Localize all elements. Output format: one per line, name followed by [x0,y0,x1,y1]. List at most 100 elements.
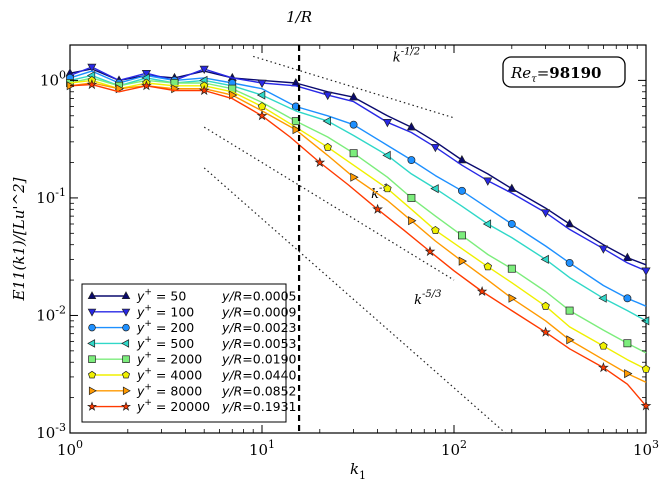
point-20000-7 [256,110,268,121]
legend-marker-end [122,323,130,332]
legend-row-4000: y+ = 4000 y/R=0.0440 [87,367,297,383]
legend-yR-50: y/R=0.0005 [221,289,297,304]
point-20000-21 [640,400,652,411]
series-line-8000 [69,82,647,383]
point-200-10 [349,120,358,129]
point-8000-8 [292,125,301,135]
re-tau-box: Reτ=98190 [502,56,626,88]
legend-yR-200: y/R=0.0023 [221,320,297,335]
point-50-16 [507,183,517,192]
point-20000-1 [86,79,98,90]
legend-yR-8000: y/R=0.0852 [221,383,297,398]
spectra-series [65,63,652,411]
legend-yplus-4000: y+ = 4000 [136,367,202,383]
legend-marker-start [88,323,96,332]
series-line-100 [69,66,647,272]
legend-marker-end [121,370,131,379]
legend-marker-start [88,355,96,363]
x-tick-label-2: 102 [441,438,467,459]
slope-line-2 [203,167,506,434]
point-500-19 [598,293,607,303]
point-20000-5 [198,84,210,96]
point-500-17 [540,254,549,264]
slope-line-0 [253,55,455,119]
legend-yplus-8000: y+ = 8000 [136,382,202,398]
x-tick-label-3: 103 [633,438,659,459]
legend-yplus-200: y+ = 200 [136,319,194,335]
point-500-15 [482,219,492,229]
y-tick-label-1: 10-2 [36,303,66,324]
point-200-14 [457,186,466,195]
y-axis-label: E11(k1)/[Lu'^2] [10,177,28,301]
series-line-20000 [69,83,647,407]
legend-row-8000: y+ = 8000 y/R=0.0852 [88,382,297,398]
point-100-13 [430,143,440,153]
point-2000-10 [349,149,358,158]
legend-yR-20000: y/R=0.1931 [221,399,297,414]
point-100-17 [541,209,551,218]
point-2000-20 [623,339,632,348]
legend-row-2000: y+ = 2000 y/R=0.0190 [88,351,297,367]
y-tick-label-3: 100 [40,68,66,89]
point-20000-19 [598,362,609,373]
point-100-11 [382,119,392,128]
point-8000-10 [350,172,359,182]
legend-row-50: y+ = 50 y/R=0.0005 [87,288,297,304]
slope-label-0: k-1/2 [393,46,420,65]
one-over-r-line: 1/R [286,8,312,433]
series-500 [69,71,650,326]
point-50-18 [565,218,575,228]
point-8000-14 [458,256,468,266]
series-8000 [66,81,647,383]
legend-yplus-50: y+ = 50 [136,288,186,304]
point-8000-18 [566,335,575,345]
series-line-2000 [69,77,647,354]
point-100-7 [257,79,267,89]
point-100-19 [598,245,608,254]
series-100 [69,63,651,276]
legend-yplus-20000: y+ = 20000 [136,398,210,414]
point-50-12 [406,122,416,131]
point-8000-2 [115,84,125,94]
point-4000-13 [431,225,440,234]
point-4000-19 [599,341,608,350]
legend-frame [81,283,287,423]
point-2000-14 [457,231,466,240]
point-4000-11 [383,184,392,193]
point-4000-7 [257,102,267,111]
point-8000-20 [624,369,633,379]
legend-marker-start [87,308,97,317]
legend-marker-start [86,401,98,411]
re-tau-label: Reτ=98190 [510,64,601,85]
point-100-21 [641,267,651,276]
point-500-11 [382,150,391,160]
point-4000-15 [483,262,493,271]
y-tick-label-2: 10-1 [36,186,66,207]
legend-marker-end [120,401,132,411]
point-20000-15 [476,285,488,296]
legend-yR-100: y/R=0.0009 [221,304,297,319]
series-line-50 [69,68,647,266]
x-tick-label-1: 101 [249,438,275,459]
point-2000-18 [565,306,574,315]
re-tau-frame [502,56,626,88]
legend-marker-end [121,291,131,300]
plot-frame [69,44,647,434]
point-2000-16 [507,264,516,273]
x-axis-label: k1 [350,460,366,482]
axis-ticks: 100 101 102 103 10-3 10-2 10-1 100 [36,44,659,459]
series-line-500 [69,74,647,322]
vline-label: 1/R [286,8,312,26]
legend-marker-end [122,355,130,363]
point-100-15 [483,177,493,186]
legend-yplus-100: y+ = 100 [136,303,194,319]
point-50-14 [457,154,467,164]
legend-marker-end [121,339,130,348]
point-50-10 [349,92,359,101]
legend-row-100: y+ = 100 y/R=0.0009 [87,303,297,319]
legend-marker-start [87,291,97,300]
series-line-4000 [69,79,647,370]
point-500-13 [430,184,439,194]
